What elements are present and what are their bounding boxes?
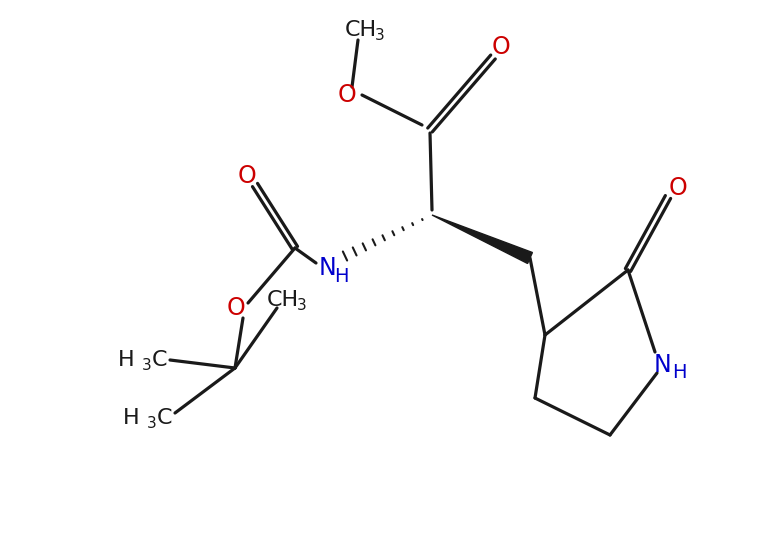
Text: O: O: [338, 83, 357, 107]
Text: CH: CH: [345, 20, 377, 40]
Text: 3: 3: [147, 415, 157, 431]
Text: C: C: [157, 408, 172, 428]
Text: O: O: [492, 35, 510, 59]
Text: O: O: [238, 164, 256, 188]
Polygon shape: [432, 215, 532, 263]
Text: O: O: [227, 296, 245, 320]
Text: N: N: [654, 353, 672, 377]
Text: H: H: [118, 350, 135, 370]
Text: H: H: [123, 408, 140, 428]
Text: H: H: [672, 363, 686, 382]
Text: O: O: [669, 176, 688, 200]
Text: C: C: [152, 350, 168, 370]
Text: 3: 3: [142, 357, 152, 372]
Text: N: N: [319, 256, 337, 280]
Text: H: H: [334, 267, 348, 286]
Text: 3: 3: [297, 298, 307, 313]
Text: CH: CH: [267, 290, 299, 310]
Text: 3: 3: [375, 28, 385, 42]
